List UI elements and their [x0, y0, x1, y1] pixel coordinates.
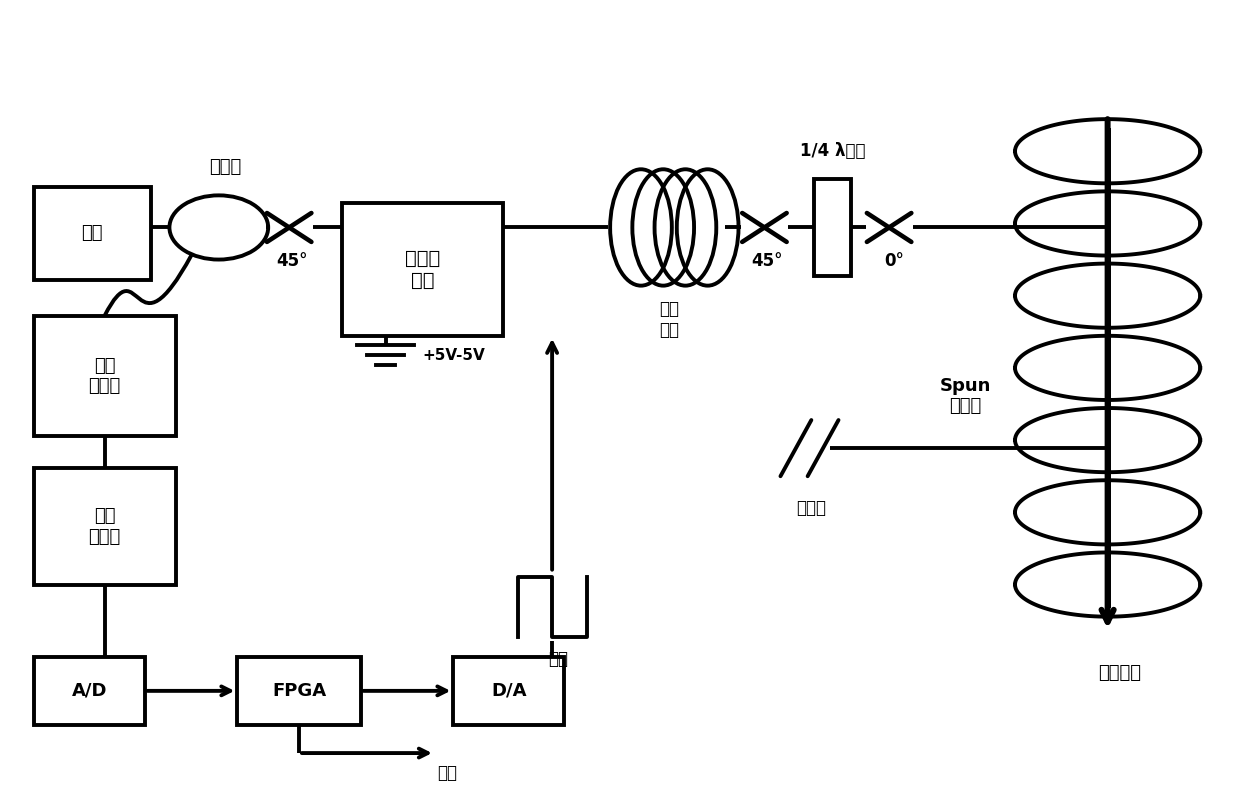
Bar [454, 657, 564, 725]
Bar [33, 187, 151, 280]
Text: +5V-5V: +5V-5V [422, 348, 485, 364]
Bar [813, 179, 851, 276]
Bar [342, 204, 502, 336]
Text: 待测电流: 待测电流 [1099, 664, 1142, 682]
Text: 1/4 λ波片: 1/4 λ波片 [800, 142, 866, 160]
Text: FPGA: FPGA [272, 682, 326, 700]
Text: 0°: 0° [884, 252, 904, 270]
Text: 延迟
光纤: 延迟 光纤 [660, 301, 680, 339]
Text: 输出: 输出 [438, 764, 458, 782]
Bar [33, 468, 176, 584]
Text: 光源: 光源 [82, 225, 103, 242]
Text: 反射镜: 反射镜 [796, 499, 826, 517]
Text: D/A: D/A [491, 682, 527, 700]
Text: A/D: A/D [72, 682, 107, 700]
Text: 耦合器: 耦合器 [208, 158, 241, 176]
Bar [33, 316, 176, 436]
Text: 前置
放大器: 前置 放大器 [88, 507, 120, 545]
Text: Spun
光纤圈: Spun 光纤圈 [940, 377, 991, 415]
Text: 45°: 45° [751, 252, 782, 270]
Text: 45°: 45° [275, 252, 308, 270]
Text: 光电
探测器: 光电 探测器 [88, 356, 120, 395]
Bar [33, 657, 145, 725]
Bar [237, 657, 361, 725]
Text: 相位调
制器: 相位调 制器 [405, 249, 440, 290]
Text: 方波: 方波 [548, 650, 568, 668]
